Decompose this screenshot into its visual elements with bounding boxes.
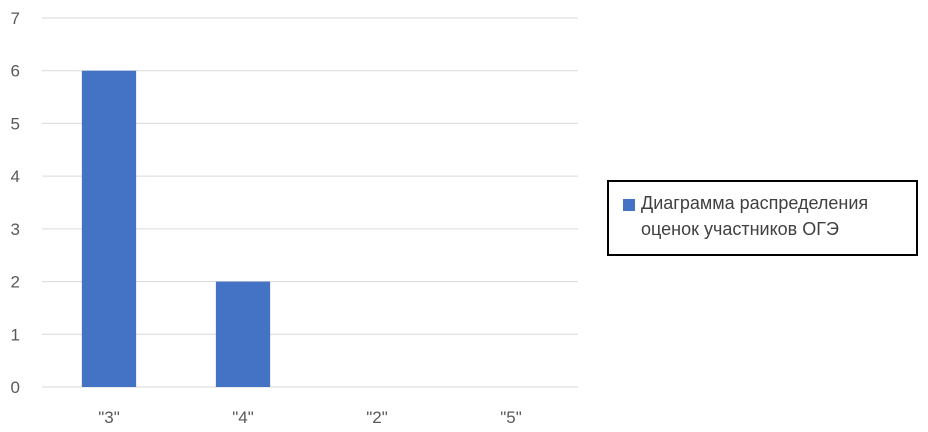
y-tick-label: 0 xyxy=(11,378,20,397)
bar-0 xyxy=(81,70,137,387)
legend: Диаграмма распределения оценок участнико… xyxy=(607,180,918,256)
y-tick-label: 4 xyxy=(11,167,20,186)
bar-1 xyxy=(215,281,271,387)
legend-label: Диаграмма распределения оценок участнико… xyxy=(641,193,869,239)
x-tick-label: "3" xyxy=(98,408,120,427)
y-tick-label: 2 xyxy=(11,273,20,292)
y-axis-tick-labels: 0 1 2 3 4 5 6 7 xyxy=(11,9,20,397)
x-axis-tick-labels: "3" "4" "2" "5" xyxy=(98,408,522,427)
y-tick-label: 1 xyxy=(11,325,20,344)
y-tick-label: 7 xyxy=(11,9,20,28)
y-tick-label: 6 xyxy=(11,62,20,81)
bars xyxy=(81,70,271,387)
x-tick-label: "4" xyxy=(232,408,254,427)
legend-swatch xyxy=(623,199,635,211)
y-tick-label: 3 xyxy=(11,220,20,239)
x-tick-label: "2" xyxy=(366,408,388,427)
x-tick-label: "5" xyxy=(500,408,522,427)
y-tick-label: 5 xyxy=(11,114,20,133)
bar-chart: 0 1 2 3 4 5 6 7 "3" "4" "2" "5" xyxy=(11,9,578,427)
